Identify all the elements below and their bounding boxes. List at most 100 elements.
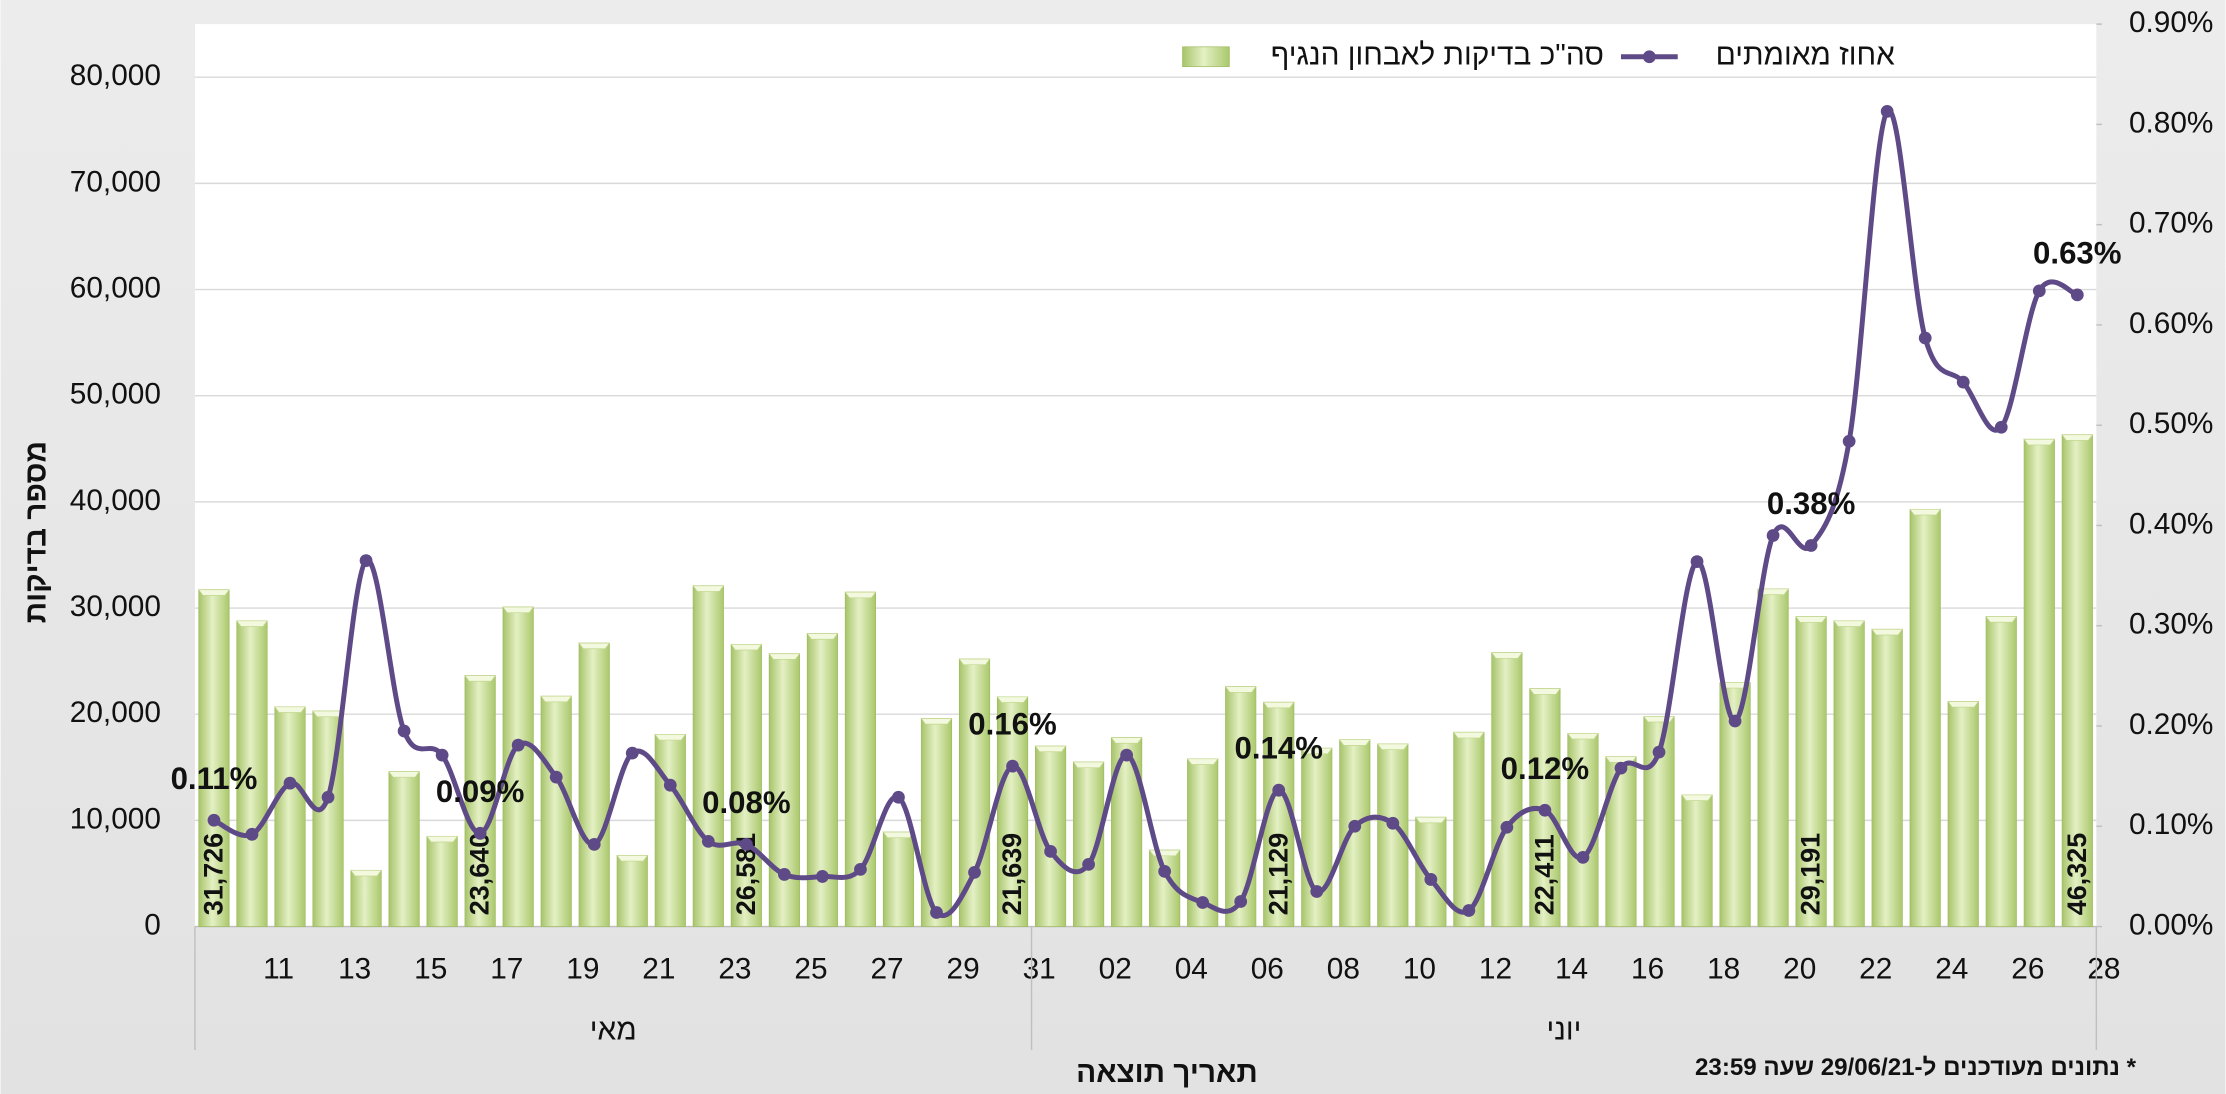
bar: [1414, 816, 1447, 927]
bar-top: [1985, 616, 2018, 623]
line-value-label: 0.16%: [968, 707, 1056, 742]
line-marker: [283, 776, 297, 790]
bar-top: [1414, 816, 1447, 824]
bar-value-label: 31,726: [199, 833, 229, 915]
bar: [1605, 756, 1637, 927]
bar-top: [1262, 701, 1295, 709]
line-marker: [1842, 434, 1856, 448]
bar-top: [1034, 745, 1067, 753]
bar-body: [768, 653, 800, 927]
bar-top: [1148, 849, 1181, 857]
x-tick-label: 23: [718, 952, 751, 985]
line-marker: [397, 724, 411, 738]
line-marker: [1918, 331, 1932, 345]
footnote: * נתונים מעודכנים ל-29/06/21 שעה 23:59: [1695, 1054, 2137, 1081]
y2-tick-label: 0.10%: [2129, 808, 2213, 841]
group-label: יוני: [1547, 1013, 1582, 1046]
bar-top: [692, 585, 725, 592]
bar-top: [1490, 652, 1523, 659]
bar-body: [1225, 686, 1257, 927]
y-tick-label: 50,000: [70, 378, 161, 411]
bar-body: [1833, 620, 1865, 927]
y-axis-title: מספר בדיקות: [19, 441, 52, 623]
bar: [388, 771, 421, 927]
x-tick-label: 16: [1631, 952, 1664, 985]
bar: [1947, 701, 1980, 927]
bar-top: [806, 633, 839, 640]
bar-top: [1643, 715, 1675, 723]
bar-body: [1757, 588, 1789, 927]
bar-body: [1491, 652, 1523, 927]
y-tick-label: 80,000: [70, 59, 161, 92]
bar-body: [2023, 438, 2055, 927]
bar-body: [1985, 616, 2017, 927]
x-tick-label: 14: [1555, 952, 1588, 985]
x-tick-label: 26: [2011, 952, 2044, 985]
x-tick-label: 19: [566, 952, 599, 985]
bar-top: [2061, 434, 2094, 441]
bar-top: [920, 718, 953, 725]
bar: [2023, 438, 2056, 927]
y-tick-label: 40,000: [70, 484, 161, 517]
bar: [1567, 732, 1599, 927]
bar-body: [1605, 756, 1637, 927]
y-tick-label: 0: [144, 908, 161, 941]
bar-top: [464, 675, 497, 682]
bar: [1490, 652, 1523, 927]
bar: [426, 835, 459, 927]
bar-top: [540, 695, 573, 703]
bar: [1338, 739, 1371, 927]
y2-tick-label: 0.00%: [2129, 908, 2213, 941]
y-tick-label: 20,000: [70, 696, 161, 729]
bar-body: [236, 620, 268, 927]
line-marker: [663, 778, 677, 792]
line-marker: [1538, 803, 1552, 817]
line-marker: [1956, 375, 1970, 389]
line-value-label: 0.12%: [1501, 751, 1589, 786]
bar-top: [1681, 794, 1713, 801]
x-tick-label: 12: [1479, 952, 1512, 985]
bar: [350, 869, 382, 927]
bar-body: [1453, 731, 1485, 927]
bar-top: [1871, 628, 1904, 636]
bar-body: [882, 831, 915, 927]
bar-top: [1452, 731, 1485, 739]
line-marker: [1006, 759, 1019, 773]
bar: [540, 695, 573, 927]
x-tick-label: 11: [263, 952, 294, 985]
bar-top: [1567, 732, 1599, 740]
bar-top: [1224, 686, 1257, 693]
bar: [274, 706, 306, 927]
bar: [1795, 616, 1828, 927]
bar-body: [1035, 745, 1067, 927]
line-marker: [892, 790, 905, 804]
bar-value-label: 46,325: [2062, 833, 2092, 915]
x-tick-label: 27: [870, 952, 903, 985]
bar: [1871, 628, 1904, 927]
bar: [958, 658, 991, 927]
line-marker: [1348, 819, 1362, 833]
line-marker: [359, 554, 373, 567]
x-tick-label: 20: [1783, 952, 1816, 985]
line-marker: [930, 906, 943, 919]
bar-top: [1300, 747, 1333, 755]
bar-top: [2023, 438, 2056, 446]
line-marker: [587, 837, 601, 851]
legend-label: אחוז מאומתים: [1716, 39, 1896, 72]
bar-body: [388, 771, 420, 927]
bar-top: [882, 831, 915, 839]
bar: [1034, 745, 1067, 927]
x-tick-label: 10: [1403, 952, 1436, 985]
line-marker: [511, 738, 525, 752]
bar-body: [578, 642, 610, 927]
bar: [1757, 588, 1790, 927]
line-marker: [1082, 858, 1095, 871]
bar: [730, 644, 763, 927]
line-value-label: 0.14%: [1234, 731, 1322, 766]
line-marker: [1386, 816, 1400, 830]
line-value-label: 0.63%: [2033, 235, 2121, 270]
line-marker: [1994, 420, 2008, 434]
bar-top: [616, 855, 649, 862]
bar-body: [464, 675, 496, 927]
bar: [578, 642, 611, 927]
